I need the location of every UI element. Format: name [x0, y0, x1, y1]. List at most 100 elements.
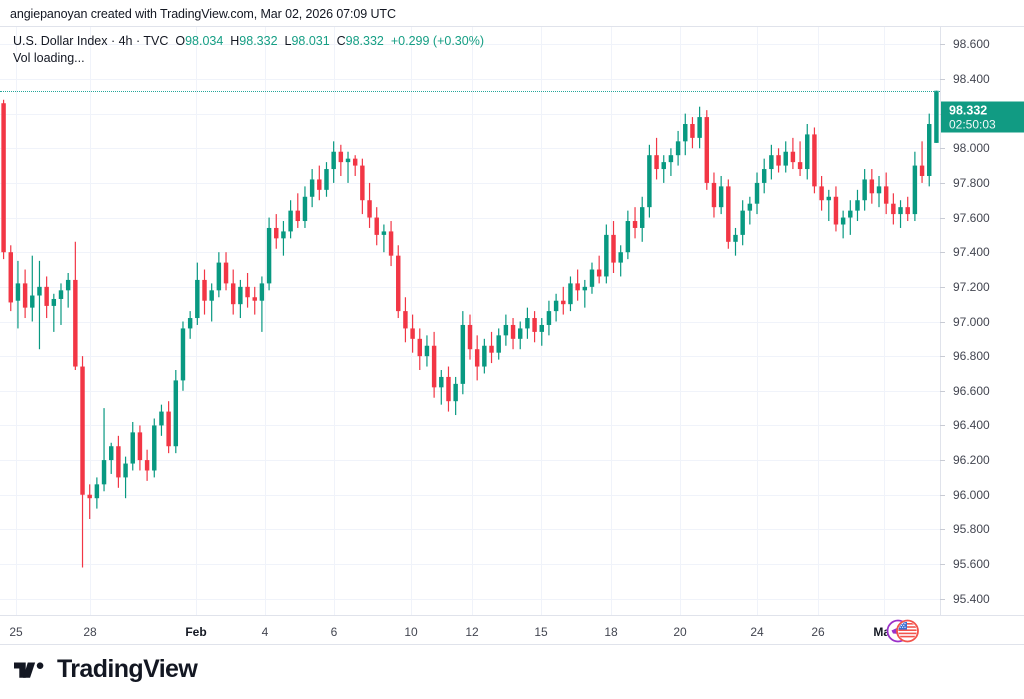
time-axis-tick: 12 [465, 625, 479, 639]
gridline-horizontal [0, 529, 940, 531]
chart-plot-area[interactable] [0, 27, 940, 616]
price-tick-dash [940, 286, 945, 288]
candle-body [848, 210, 853, 218]
candle-body [223, 262, 229, 284]
candle-body [166, 411, 171, 447]
gridline-horizontal [0, 390, 940, 392]
candle-body [309, 179, 315, 197]
price-tick-dash [940, 425, 945, 427]
gridline-horizontal [0, 148, 940, 150]
gridline-horizontal [0, 113, 940, 115]
candle-body [489, 345, 494, 353]
candle-body [360, 165, 365, 201]
candle-body [740, 210, 745, 235]
candle-body [776, 155, 781, 166]
gridline-horizontal [0, 460, 940, 462]
price-axis-tick: 96.400 [940, 419, 1024, 431]
candle-body [934, 90, 939, 143]
price-tick-dash [940, 78, 945, 80]
candle-body [532, 318, 537, 332]
candle-body [503, 324, 509, 336]
candle-body [381, 231, 387, 235]
candle-body [345, 158, 351, 163]
candle-body [230, 283, 236, 305]
price-axis-tick: 96.800 [940, 350, 1024, 362]
price-axis-tick: 95.800 [940, 523, 1024, 535]
price-tick-dash [940, 321, 945, 323]
current-price-badge[interactable]: 98.332 02:50:03 [941, 101, 1024, 133]
time-axis[interactable]: 25 28 Feb 4 6 10 12 15 18 20 24 26 Mar [0, 615, 1024, 645]
candle-body [352, 158, 358, 166]
price-tick-dash [940, 252, 945, 254]
candle-body [202, 279, 207, 301]
candle-body [87, 494, 92, 499]
chart-frame: 98.60098.40098.20098.00097.80097.60097.4… [0, 26, 1024, 643]
candle-body [453, 383, 458, 402]
candle-body [869, 179, 875, 194]
tradingview-wordmark: TradingView [57, 655, 198, 683]
candle-body [826, 196, 832, 201]
candle-body [73, 279, 78, 367]
current-price-line [0, 90, 940, 92]
candlestick-series[interactable] [0, 27, 940, 616]
tradingview-logo-icon [14, 661, 44, 678]
candle-body [718, 186, 724, 208]
candle-body [518, 328, 523, 339]
candle-body [883, 186, 889, 204]
candle-body [80, 366, 85, 495]
gridline-horizontal [0, 182, 940, 184]
price-tick-dash [940, 564, 945, 566]
candle-body [144, 460, 150, 471]
candle-body [446, 376, 451, 402]
time-axis-tick: 20 [673, 625, 687, 639]
candle-body [876, 186, 882, 194]
candle-body [639, 207, 645, 228]
candle-body [805, 134, 810, 170]
price-axis-tick: 98.400 [940, 73, 1024, 85]
candle-body [123, 463, 128, 478]
price-axis-tick: 95.600 [940, 558, 1024, 570]
candle-body [259, 283, 265, 301]
candle-body [496, 335, 501, 353]
candle-body [94, 484, 100, 499]
candle-body [252, 297, 257, 301]
candle-body [216, 262, 222, 291]
price-axis-tick: 97.200 [940, 281, 1024, 293]
gridline-horizontal [0, 44, 940, 46]
candle-body [510, 324, 516, 339]
footer-branding: TradingView [0, 645, 1024, 699]
candle-body [618, 252, 623, 263]
price-tick-dash [940, 390, 945, 392]
candle-body [711, 182, 717, 208]
candle-body [317, 179, 322, 190]
candle-body [575, 283, 580, 291]
candle-body [927, 124, 932, 176]
attribution-text: angiepanoyan created with TradingView.co… [10, 7, 396, 21]
price-axis-tick: 97.600 [940, 212, 1024, 224]
candle-body [647, 155, 652, 208]
candle-body [173, 380, 179, 447]
candle-body [101, 460, 107, 485]
candle-body [833, 196, 839, 225]
candle-body [460, 324, 466, 384]
candle-body [898, 207, 903, 215]
candle-body [474, 349, 480, 367]
candle-body [582, 286, 588, 291]
candle-body [596, 269, 602, 277]
price-tick-dash [940, 460, 945, 462]
candle-body [130, 432, 135, 464]
candle-body [159, 411, 164, 426]
tradingview-logo[interactable]: TradingView [14, 655, 198, 683]
candle-body [611, 234, 616, 263]
candle-body [546, 311, 552, 325]
candle-body [733, 234, 738, 242]
bar-countdown-timer: 02:50:03 [949, 117, 996, 132]
price-tick-dash [940, 44, 945, 46]
us-flag-badge-icon[interactable] [886, 616, 920, 646]
candle-body [632, 221, 638, 228]
candle-body [855, 200, 860, 211]
candle-body [58, 290, 64, 299]
price-axis-tick: 97.400 [940, 246, 1024, 258]
candle-body [919, 165, 925, 176]
candle-body [482, 345, 487, 367]
